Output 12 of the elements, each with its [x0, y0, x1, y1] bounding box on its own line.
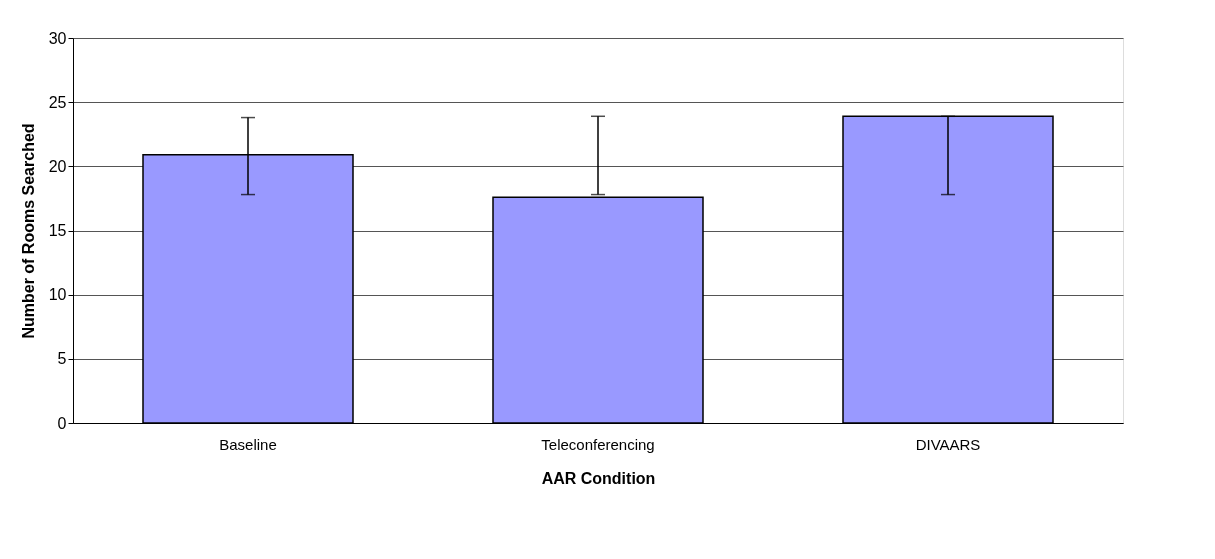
y-tick-label: 5 — [57, 350, 67, 368]
x-tick-label: Teleconferencing — [541, 435, 655, 453]
x-axis-title: AAR Condition — [541, 469, 656, 487]
y-tick-label: 15 — [48, 222, 67, 239]
x-tick-label: Baseline — [219, 435, 277, 453]
x-tick-label: DIVAARS — [915, 435, 981, 453]
y-tick-label: 20 — [48, 157, 67, 175]
y-axis-title: Number of Rooms Searched — [19, 123, 37, 339]
y-tick-label: 0 — [57, 414, 67, 432]
y-tick-label: 30 — [48, 29, 67, 47]
y-tick-label: 25 — [48, 93, 67, 111]
y-tick-label: 10 — [48, 286, 67, 304]
